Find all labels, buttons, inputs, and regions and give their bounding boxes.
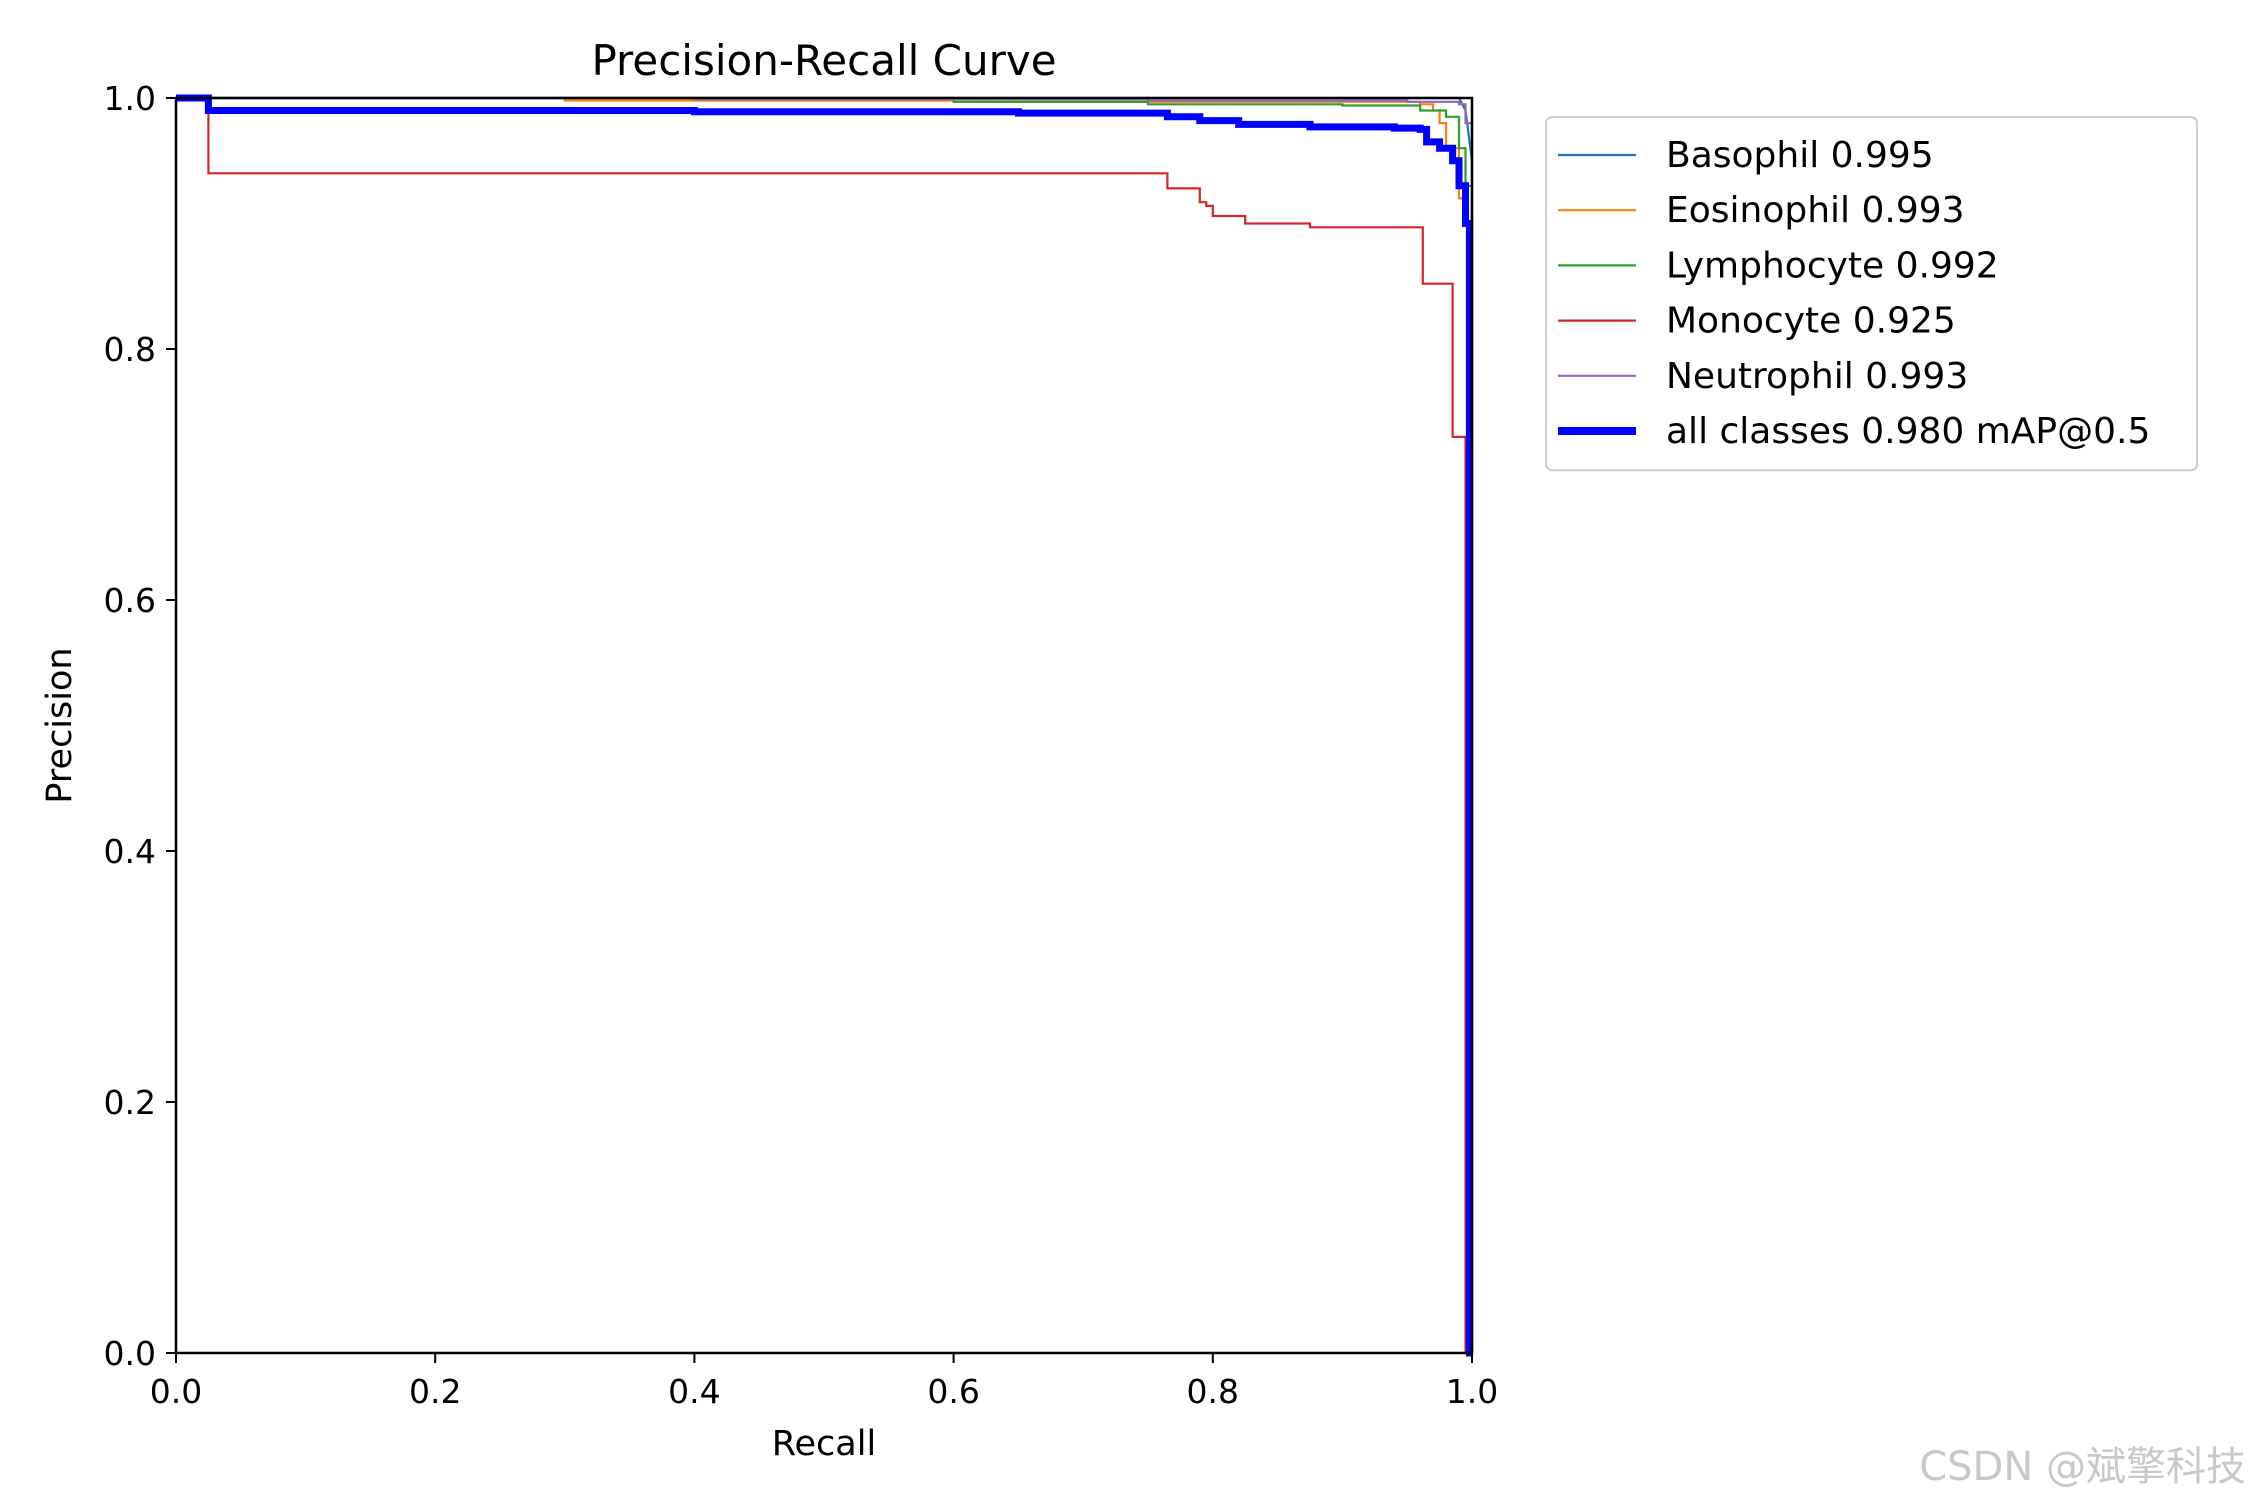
x-tick-label: 1.0	[1446, 1372, 1498, 1411]
y-tick-label: 1.0	[104, 79, 156, 118]
legend-label: Basophil 0.995	[1666, 135, 1934, 176]
legend-box	[1545, 116, 2198, 472]
x-tick-label: 0.6	[927, 1372, 979, 1411]
y-tick-label: 0.6	[104, 581, 156, 620]
legend: Basophil 0.995 Eosinophil 0.993 Lymphocyte…	[1545, 116, 2198, 472]
series-layer	[176, 94, 1474, 1357]
x-tick-label: 0.0	[150, 1372, 202, 1411]
y-tick-label: 0.8	[104, 330, 156, 369]
x-tick-label: 0.2	[409, 1372, 461, 1411]
y-tick-label: 0.2	[104, 1083, 156, 1122]
x-tick-label: 0.8	[1187, 1372, 1239, 1411]
x-axis: 0.0 0.2 0.4 0.6 0.8 1.0	[150, 1353, 1498, 1411]
chart-title: Precision-Recall Curve	[591, 36, 1056, 85]
legend-label: Eosinophil 0.993	[1666, 190, 1965, 231]
series-line-1	[176, 96, 1474, 1353]
series-line-4	[176, 96, 1474, 1353]
series-line-5	[176, 94, 1473, 1357]
y-axis: 0.0 0.2 0.4 0.6 0.8 1.0	[104, 79, 176, 1373]
series-line-2	[176, 96, 1474, 1353]
y-tick-label: 0.0	[104, 1334, 156, 1373]
watermark-text: CSDN @斌擎科技	[1919, 1444, 2246, 1490]
series-line-3	[176, 96, 1472, 1355]
y-tick-label: 0.4	[104, 832, 156, 871]
series-line-0	[176, 96, 1474, 1353]
legend-label: Lymphocyte 0.992	[1666, 245, 1999, 286]
legend-label: Neutrophil 0.993	[1666, 356, 1968, 397]
x-tick-label: 0.4	[668, 1372, 720, 1411]
legend-items: Basophil 0.995 Eosinophil 0.993 Lymphocyte…	[1558, 135, 2150, 452]
plot-frame	[174, 96, 1474, 1355]
y-axis-label: Precision	[40, 647, 80, 803]
legend-label: Monocyte 0.925	[1666, 301, 1956, 342]
legend-label: all classes 0.980 mAP@0.5	[1666, 411, 2150, 452]
x-axis-label: Recall	[772, 1424, 876, 1464]
